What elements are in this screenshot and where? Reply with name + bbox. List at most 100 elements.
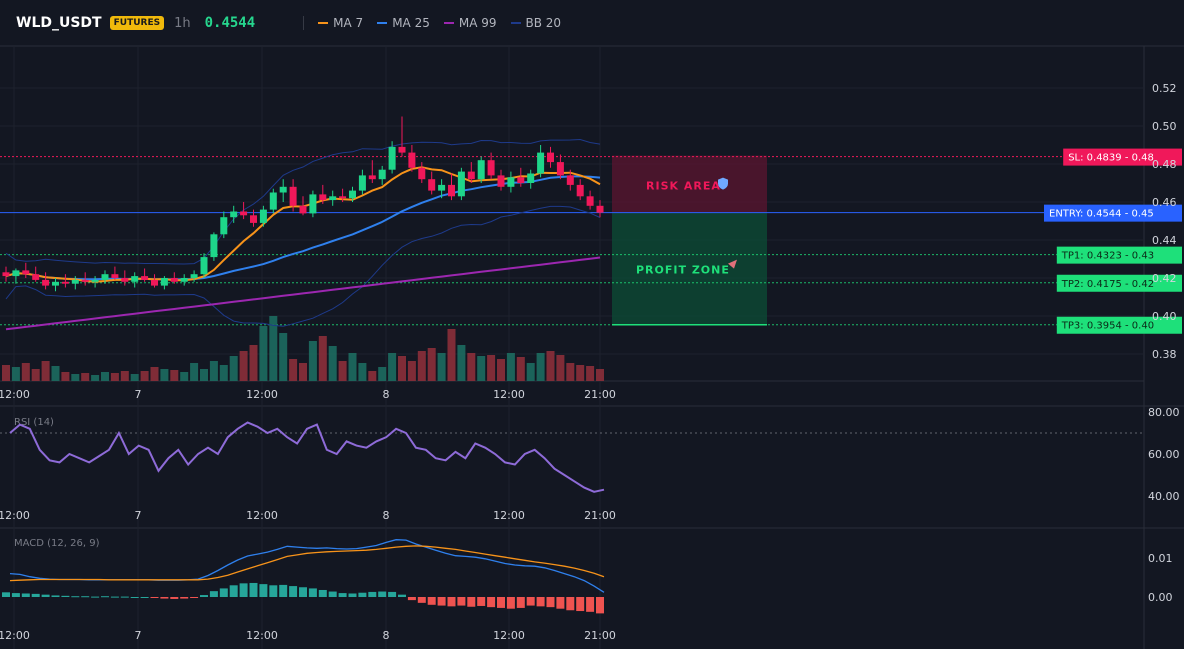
price-axis-label: 0.44 xyxy=(1152,234,1177,247)
volume-bar xyxy=(101,372,109,381)
volume-bars xyxy=(2,316,604,381)
candle-body xyxy=(309,194,317,214)
macd-histogram-bar xyxy=(140,597,149,598)
candle-body xyxy=(527,173,535,183)
sl-tag-text: SL: 0.4839 - 0.48 xyxy=(1068,153,1154,164)
price-tags: SL: 0.4839 - 0.48 ENTRY: 0.4544 - 0.45 TP1… xyxy=(1044,148,1182,334)
macd-histogram-bar xyxy=(457,597,466,606)
candle-body xyxy=(339,196,347,199)
volume-bar xyxy=(289,359,298,381)
time-axis-label: 12:00 xyxy=(0,629,30,642)
macd-histogram-bar xyxy=(91,596,100,598)
time-axis-label: 8 xyxy=(383,509,390,522)
macd-histogram-bar xyxy=(160,597,169,599)
volume-bar xyxy=(140,371,149,381)
rsi-axis-label: 60.00 xyxy=(1148,448,1180,461)
macd-histogram-bar xyxy=(398,594,406,597)
macd-histogram-bar xyxy=(556,597,565,609)
macd-histogram-bar xyxy=(546,597,555,608)
candle-body xyxy=(141,276,149,280)
price-axis-label: 0.52 xyxy=(1152,82,1177,95)
candle-body xyxy=(428,179,436,191)
candle-body xyxy=(200,257,208,275)
volume-bar xyxy=(546,351,555,381)
legend-ma25[interactable]: MA 25 xyxy=(377,16,430,30)
time-axis-label: 7 xyxy=(135,509,142,522)
volume-bar xyxy=(21,363,30,381)
candle-body xyxy=(52,281,59,286)
time-axis-label: 12:00 xyxy=(246,509,278,522)
price-axis-label: 0.46 xyxy=(1152,196,1177,209)
time-axis-label: 12:00 xyxy=(493,509,525,522)
candle-body xyxy=(170,278,178,282)
macd-histogram-bar xyxy=(61,595,70,597)
volume-bar xyxy=(526,363,535,381)
candle-body xyxy=(368,175,376,180)
bb-swatch-icon xyxy=(510,22,521,24)
time-axis-label: 12:00 xyxy=(246,629,278,642)
macd-histogram-bar xyxy=(200,595,208,597)
legend-bb20-label: BB 20 xyxy=(525,16,562,30)
candle-body xyxy=(576,184,584,197)
candlesticks[interactable] xyxy=(2,116,604,292)
macd-histogram-bar xyxy=(259,584,268,597)
macd-histogram-bar xyxy=(289,586,298,597)
candle-body xyxy=(210,234,218,258)
rsi-pane[interactable]: RSI (14) 80.00 60.00 40.00 xyxy=(0,406,1180,503)
volume-bar xyxy=(259,326,268,381)
candle-body xyxy=(289,186,297,206)
legend-ma99[interactable]: MA 99 xyxy=(443,16,497,30)
legend-bb20[interactable]: BB 20 xyxy=(510,16,562,30)
volume-bar xyxy=(229,356,238,381)
candle-body xyxy=(160,278,168,286)
timeframe-label[interactable]: 1h xyxy=(174,15,191,31)
ma25-swatch-icon xyxy=(377,22,388,24)
macd-histogram-bar xyxy=(576,597,585,612)
volume-bar xyxy=(497,359,505,381)
shield-icon xyxy=(718,177,728,190)
time-axis-label: 8 xyxy=(383,388,390,401)
candle-body xyxy=(32,274,40,280)
chart-header: WLD_USDT FUTURES 1h 0.4544 MA 7 MA 25 MA… xyxy=(0,0,1184,46)
volume-bar xyxy=(378,367,387,381)
macd-histogram-bar xyxy=(11,593,20,597)
macd-pane[interactable]: MACD (12, 26, 9) 0.01 0.00 xyxy=(2,538,1173,614)
time-axis-label: 7 xyxy=(135,388,142,401)
axes: 0.52 0.50 0.48 0.46 0.44 0.42 0.40 0.38 12:00 12:… xyxy=(0,82,1177,642)
time-axis-label: 12:00 xyxy=(493,388,525,401)
tp1-tag-bg xyxy=(1056,246,1182,264)
volume-bar xyxy=(477,356,486,381)
macd-histogram-bar xyxy=(308,588,317,597)
macd-histogram-bar xyxy=(170,597,179,599)
candle-body xyxy=(448,184,455,197)
macd-histogram-bar xyxy=(51,595,60,597)
rocket-icon xyxy=(728,259,737,269)
macd-histogram-bar xyxy=(506,597,515,609)
macd-histogram-bar xyxy=(566,597,575,611)
macd-histogram-bar xyxy=(378,591,387,597)
volume-bar xyxy=(209,361,218,381)
volume-bar xyxy=(407,361,416,381)
macd-histogram-bar xyxy=(526,597,535,606)
macd-signal-line xyxy=(9,545,605,582)
time-axis-label: 7 xyxy=(135,629,142,642)
grid-lines xyxy=(0,46,1144,649)
symbol-name[interactable]: WLD_USDT xyxy=(16,15,102,31)
macd-histogram-bar xyxy=(21,593,30,597)
macd-histogram-bar xyxy=(239,583,248,597)
legend-ma7[interactable]: MA 7 xyxy=(318,16,363,30)
macd-histogram-bar xyxy=(180,597,189,599)
candle-body xyxy=(230,211,238,218)
candle-body xyxy=(378,169,386,180)
price-axis-label: 0.40 xyxy=(1152,310,1177,323)
indicator-lines xyxy=(5,138,601,331)
legend-ma25-label: MA 25 xyxy=(392,16,430,30)
bb-upper-line xyxy=(5,138,601,265)
volume-bar xyxy=(2,365,10,381)
volume-bar xyxy=(41,361,50,381)
volume-bar xyxy=(71,374,80,381)
tp3-tag-text: TP3: 0.3954 - 0.40 xyxy=(1061,321,1154,332)
macd-histogram-bar xyxy=(407,597,416,601)
risk-area-label: RISK AREA xyxy=(646,180,721,193)
